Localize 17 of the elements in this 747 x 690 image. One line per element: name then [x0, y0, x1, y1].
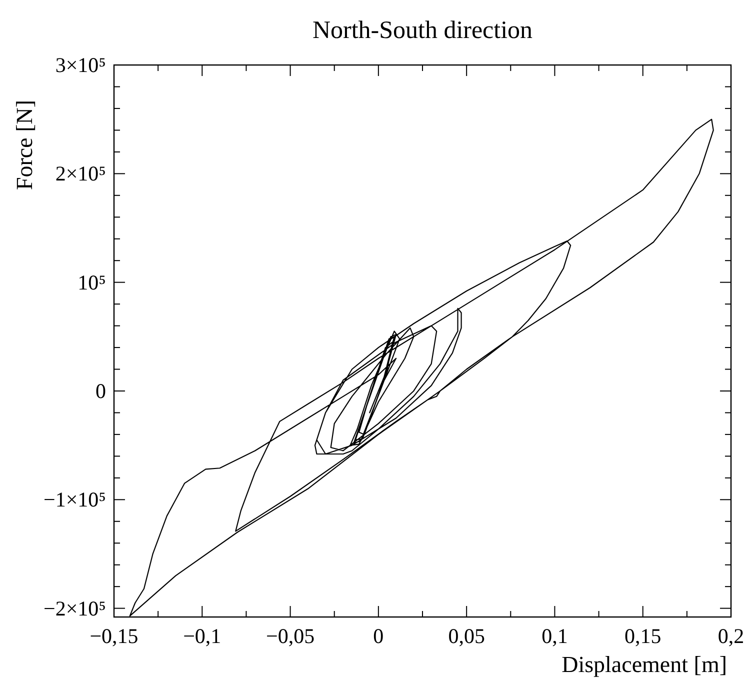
x-tick-label: −0,05: [266, 624, 315, 648]
x-tick-label: −0,15: [90, 624, 138, 648]
y-tick-label: 3×10⁵: [55, 53, 106, 77]
y-tick-label: −2×10⁵: [43, 596, 106, 620]
chart-title: North-South direction: [312, 17, 534, 44]
x-tick-label: 0: [373, 624, 384, 648]
x-tick-label: 0,1: [542, 624, 568, 648]
y-axis-title: Force [N]: [12, 100, 37, 190]
y-tick-label: −1×10⁵: [43, 488, 106, 512]
y-tick-label: 0: [96, 378, 106, 403]
x-tick-label: −0,1: [183, 624, 222, 648]
y-tick-label: 2×10⁵: [55, 162, 106, 186]
x-tick-label: 0,15: [624, 624, 662, 648]
x-axis-title: Displacement [m]: [562, 652, 727, 677]
x-tick-label: 0,05: [448, 624, 485, 648]
y-tick-label: 10⁵: [78, 270, 106, 294]
x-tick-label: 0,2: [718, 624, 744, 648]
